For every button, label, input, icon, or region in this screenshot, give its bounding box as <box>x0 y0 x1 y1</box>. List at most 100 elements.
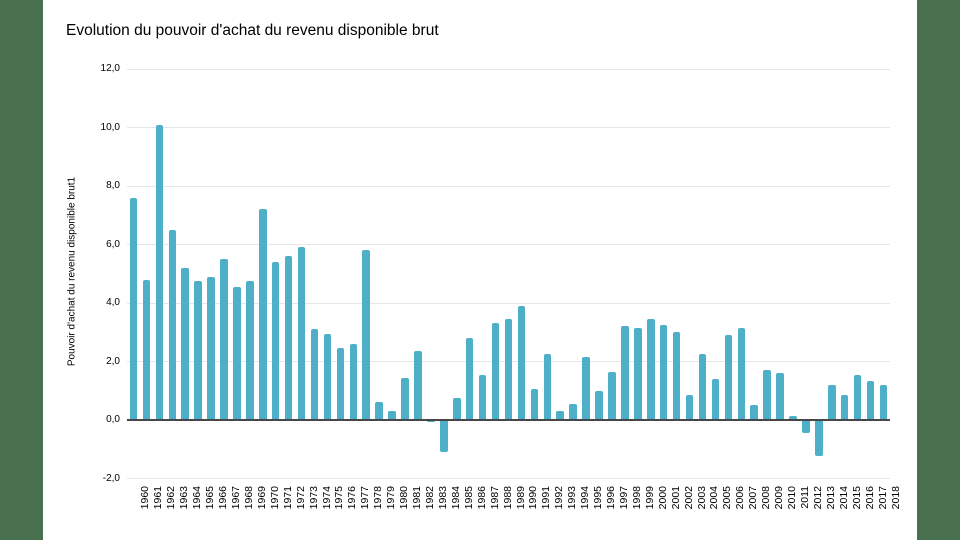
y-tick-label: 12,0 <box>100 63 120 74</box>
gridline <box>127 478 890 479</box>
bar-2009[interactable] <box>763 370 771 420</box>
y-tick-label: 6,0 <box>106 238 120 250</box>
x-tick-label: 1973 <box>307 486 320 510</box>
x-tick-label: 1998 <box>630 486 643 510</box>
bar-2016[interactable] <box>853 374 862 420</box>
x-tick-label: 2014 <box>837 486 850 510</box>
bar-2006[interactable] <box>724 335 733 420</box>
x-tick-label: 2010 <box>786 486 799 510</box>
bar-1965[interactable] <box>194 281 202 420</box>
x-tick-label: 1993 <box>566 486 579 510</box>
bar-2004[interactable] <box>698 354 707 420</box>
bar-2002[interactable] <box>672 332 681 420</box>
x-tick-label: 1966 <box>217 486 230 510</box>
bar-2012[interactable] <box>802 421 810 433</box>
x-tick-label: 1994 <box>579 486 592 510</box>
x-tick-label: 1974 <box>320 486 333 510</box>
x-tick-label: 2004 <box>708 486 721 510</box>
x-tick-label: 2011 <box>799 486 811 509</box>
bar-2011[interactable] <box>789 415 797 420</box>
x-tick-label: 1979 <box>385 486 398 510</box>
x-tick-label: 1961 <box>152 486 165 510</box>
x-tick-label: 1976 <box>346 486 359 510</box>
x-tick-label: 1963 <box>178 486 191 510</box>
bar-2014[interactable] <box>828 384 836 420</box>
bar-1997[interactable] <box>608 371 616 420</box>
y-tick-label: 8,0 <box>106 180 120 191</box>
bar-1975[interactable] <box>323 333 332 420</box>
bar-1987[interactable] <box>478 374 487 420</box>
bar-2013[interactable] <box>815 421 823 457</box>
x-tick-label: 1988 <box>501 486 514 510</box>
bar-2015[interactable] <box>840 395 849 420</box>
bar-1990[interactable] <box>517 305 526 420</box>
bar-2003[interactable] <box>685 395 694 420</box>
bar-1960[interactable] <box>129 197 138 420</box>
bar-2005[interactable] <box>711 379 720 420</box>
x-tick-label: 1965 <box>204 486 217 510</box>
bar-1974[interactable] <box>310 329 319 420</box>
x-tick-label: 1997 <box>617 486 630 510</box>
x-tick-label: 2001 <box>669 486 682 510</box>
bar-1972[interactable] <box>284 256 293 420</box>
bar-1978[interactable] <box>362 250 370 420</box>
bar-2000[interactable] <box>647 319 655 420</box>
bar-1966[interactable] <box>207 276 215 420</box>
bar-1999[interactable] <box>634 327 642 420</box>
bar-1984[interactable] <box>440 421 448 452</box>
bar-1961[interactable] <box>142 279 151 420</box>
bar-1986[interactable] <box>465 338 474 420</box>
x-tick-label: 2016 <box>863 486 876 510</box>
x-tick-label: 2005 <box>721 486 734 510</box>
x-tick-label: 1989 <box>514 486 527 510</box>
bar-1962[interactable] <box>155 124 164 420</box>
bar-1976[interactable] <box>336 348 345 420</box>
bar-1967[interactable] <box>220 259 228 420</box>
bar-1968[interactable] <box>233 286 241 420</box>
x-tick-label: 2012 <box>811 486 824 510</box>
bar-2008[interactable] <box>750 405 758 420</box>
bar-1992[interactable] <box>543 354 552 420</box>
bar-1994[interactable] <box>569 403 577 420</box>
bar-1988[interactable] <box>491 323 500 420</box>
bar-1995[interactable] <box>582 357 590 420</box>
bar-1989[interactable] <box>504 319 513 420</box>
bar-2001[interactable] <box>659 324 668 420</box>
bar-1973[interactable] <box>297 247 306 420</box>
bar-1993[interactable] <box>556 411 564 420</box>
bar-2010[interactable] <box>776 373 784 420</box>
x-tick-label: 1987 <box>488 486 501 510</box>
x-tick-label: 1990 <box>527 486 540 510</box>
y-tick-label: 0,0 <box>106 414 120 425</box>
x-tick-label: 2000 <box>656 486 669 510</box>
bar-1971[interactable] <box>271 262 280 420</box>
bar-1985[interactable] <box>453 398 461 420</box>
bar-1969[interactable] <box>246 281 254 420</box>
bar-2017[interactable] <box>866 380 875 420</box>
bar-1983[interactable] <box>427 421 435 423</box>
bar-1979[interactable] <box>375 402 383 420</box>
x-axis-line <box>127 419 890 421</box>
bar-1981[interactable] <box>401 377 409 420</box>
x-tick-label: 1971 <box>281 486 294 510</box>
x-tick-label: 1992 <box>553 486 566 510</box>
bar-1998[interactable] <box>621 326 629 420</box>
bar-1991[interactable] <box>530 389 539 420</box>
x-tick-label: 1972 <box>294 486 307 510</box>
bar-1963[interactable] <box>168 229 176 420</box>
y-tick-label: 4,0 <box>106 297 120 308</box>
bar-1977[interactable] <box>349 343 358 420</box>
x-tick-label: 1985 <box>462 486 475 510</box>
bar-1980[interactable] <box>388 411 396 420</box>
x-tick-label: 2007 <box>747 486 760 510</box>
gridline <box>127 244 890 245</box>
x-tick-label: 1999 <box>643 486 656 510</box>
bar-1970[interactable] <box>259 209 267 420</box>
x-tick-label: 1984 <box>449 486 462 510</box>
bar-2018[interactable] <box>879 384 888 420</box>
bar-1964[interactable] <box>181 267 189 420</box>
bar-2007[interactable] <box>737 327 746 420</box>
bar-1996[interactable] <box>595 390 603 420</box>
bar-1982[interactable] <box>414 351 422 420</box>
